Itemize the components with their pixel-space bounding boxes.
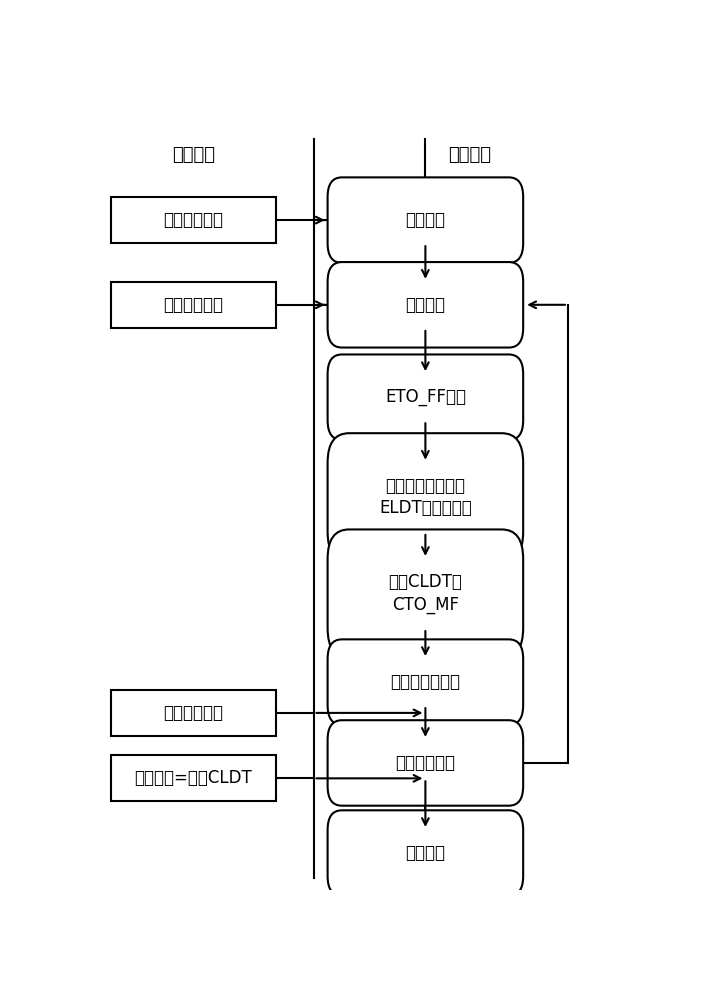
Text: 优化跑道分配: 优化跑道分配	[395, 754, 456, 772]
Text: 触发服务: 触发服务	[448, 146, 492, 164]
FancyBboxPatch shape	[111, 197, 276, 243]
Text: ETO_FF计算: ETO_FF计算	[385, 388, 466, 406]
Text: 飞行计划激活: 飞行计划激活	[164, 296, 224, 314]
FancyBboxPatch shape	[327, 262, 523, 348]
FancyBboxPatch shape	[111, 282, 276, 328]
FancyBboxPatch shape	[327, 354, 523, 440]
Text: 飞行计划创建: 飞行计划创建	[164, 211, 224, 229]
FancyBboxPatch shape	[327, 177, 523, 263]
FancyBboxPatch shape	[111, 690, 276, 736]
FancyBboxPatch shape	[327, 720, 523, 806]
Text: 航班激活: 航班激活	[405, 296, 446, 314]
Text: 计算CLDT、
CTO_MF: 计算CLDT、 CTO_MF	[389, 573, 462, 614]
FancyBboxPatch shape	[327, 639, 523, 725]
FancyBboxPatch shape	[327, 529, 523, 658]
Text: 航班终止: 航班终止	[405, 844, 446, 862]
Text: 延误和模式计算: 延误和模式计算	[390, 673, 461, 691]
Text: 触发事件: 触发事件	[172, 146, 215, 164]
Text: 多目标跑道分配、
ELDT计算、排序: 多目标跑道分配、 ELDT计算、排序	[379, 477, 472, 517]
Text: 航班创建: 航班创建	[405, 211, 446, 229]
FancyBboxPatch shape	[327, 810, 523, 896]
Text: 当前时间=航班CLDT: 当前时间=航班CLDT	[135, 769, 252, 787]
FancyBboxPatch shape	[111, 755, 276, 801]
Text: 飞行计划更新: 飞行计划更新	[164, 704, 224, 722]
FancyBboxPatch shape	[327, 433, 523, 561]
